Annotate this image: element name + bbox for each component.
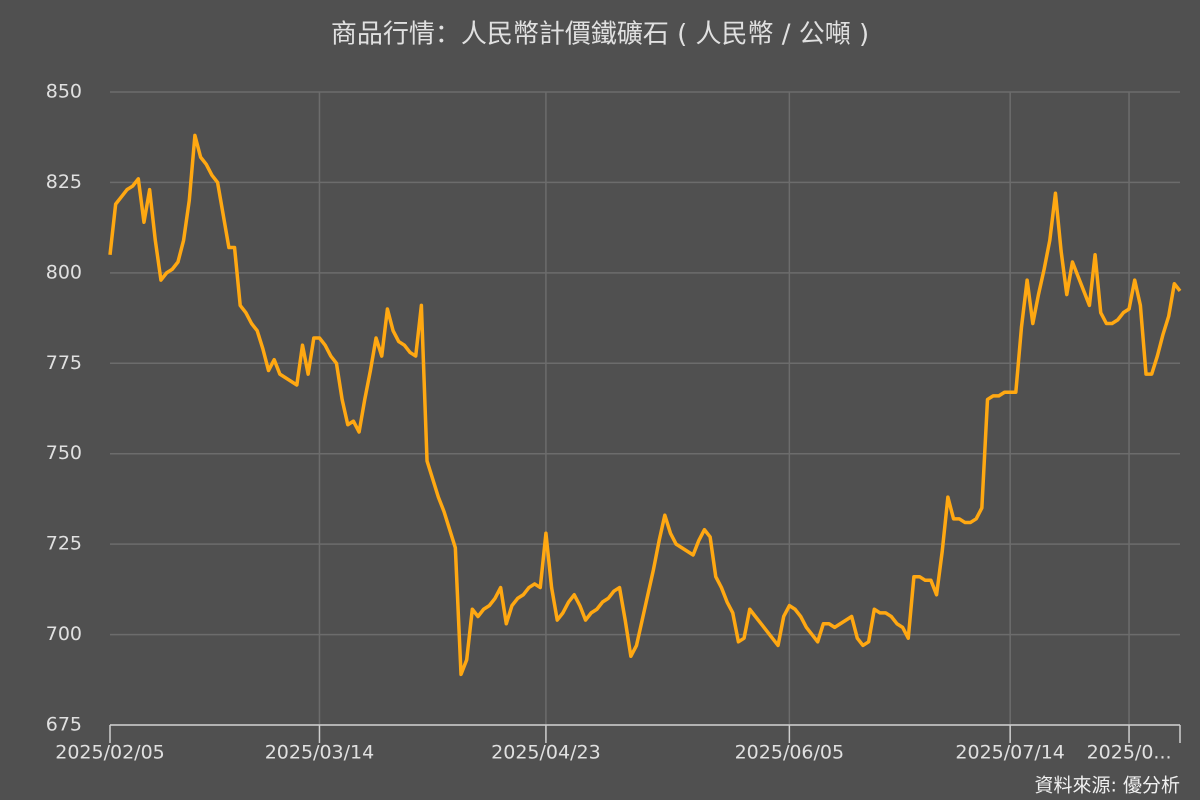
chart-title: 商品行情：人民幣計價鐵礦石 ( 人民幣 / 公噸 ): [331, 20, 869, 50]
x-tick-label: 2025/07/14: [955, 742, 1065, 764]
x-tick-label: 2025/06/05: [735, 742, 845, 764]
y-tick-label: 725: [46, 533, 82, 555]
y-tick-label: 825: [46, 171, 82, 193]
source-note: 資料來源: 優分析: [1035, 775, 1180, 797]
x-tick-label: 2025/04/23: [491, 742, 601, 764]
y-tick-label: 800: [46, 261, 82, 283]
price-line: [108, 133, 1182, 677]
y-tick-label: 750: [46, 442, 82, 464]
x-tick-label: 2025/03/14: [265, 742, 375, 764]
y-tick-label: 700: [46, 623, 82, 645]
y-tick-label: 775: [46, 352, 82, 374]
y-tick-label: 675: [46, 714, 82, 736]
x-tick-label: 2025/0...: [1087, 742, 1172, 764]
y-tick-label: 850: [46, 81, 82, 103]
x-tick-label: 2025/02/05: [55, 742, 165, 764]
